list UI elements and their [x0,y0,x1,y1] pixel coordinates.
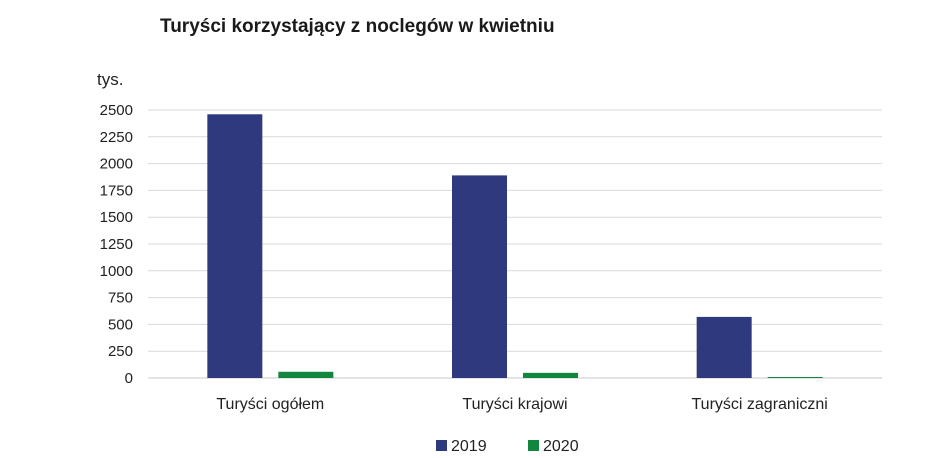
y-tick-label: 0 [125,370,133,387]
bar-2020 [523,372,578,378]
y-axis-ticks: 0 250 500 750 1000 1250 1500 1750 2000 2250 2500 [100,102,133,387]
bar-2020 [278,371,334,378]
y-tick-label: 1500 [100,209,133,226]
y-tick-label: 1750 [100,182,133,199]
bar-2019 [452,175,507,378]
legend-swatch-2020 [528,440,539,451]
bar-2019 [207,114,263,379]
y-tick-label: 2500 [100,102,133,119]
bar-2020 [767,377,823,378]
category-label: Turyści zagraniczni [691,396,827,413]
y-tick-label: 250 [108,343,133,360]
y-axis-unit: tys. [97,70,123,89]
legend: 2019 2020 [436,438,579,455]
y-tick-label: 1250 [100,236,133,253]
legend-label: 2020 [543,438,579,455]
chart-title: Turyści korzystający z noclegów w kwietn… [160,16,555,37]
y-tick-label: 2250 [100,129,133,146]
category-label: Turyści krajowi [462,396,567,413]
y-tick-label: 500 [108,316,133,333]
legend-swatch-2019 [436,440,447,451]
gridlines [148,109,882,379]
y-tick-label: 2000 [100,156,133,173]
category-label: Turyści ogółem [216,396,324,413]
y-tick-label: 1000 [100,263,133,280]
bar-2019 [696,316,752,378]
y-tick-label: 750 [108,290,133,307]
bars [207,114,823,379]
x-axis-categories: Turyści ogółem Turyści krajowi Turyści zag… [216,396,827,413]
legend-label: 2019 [451,438,487,455]
